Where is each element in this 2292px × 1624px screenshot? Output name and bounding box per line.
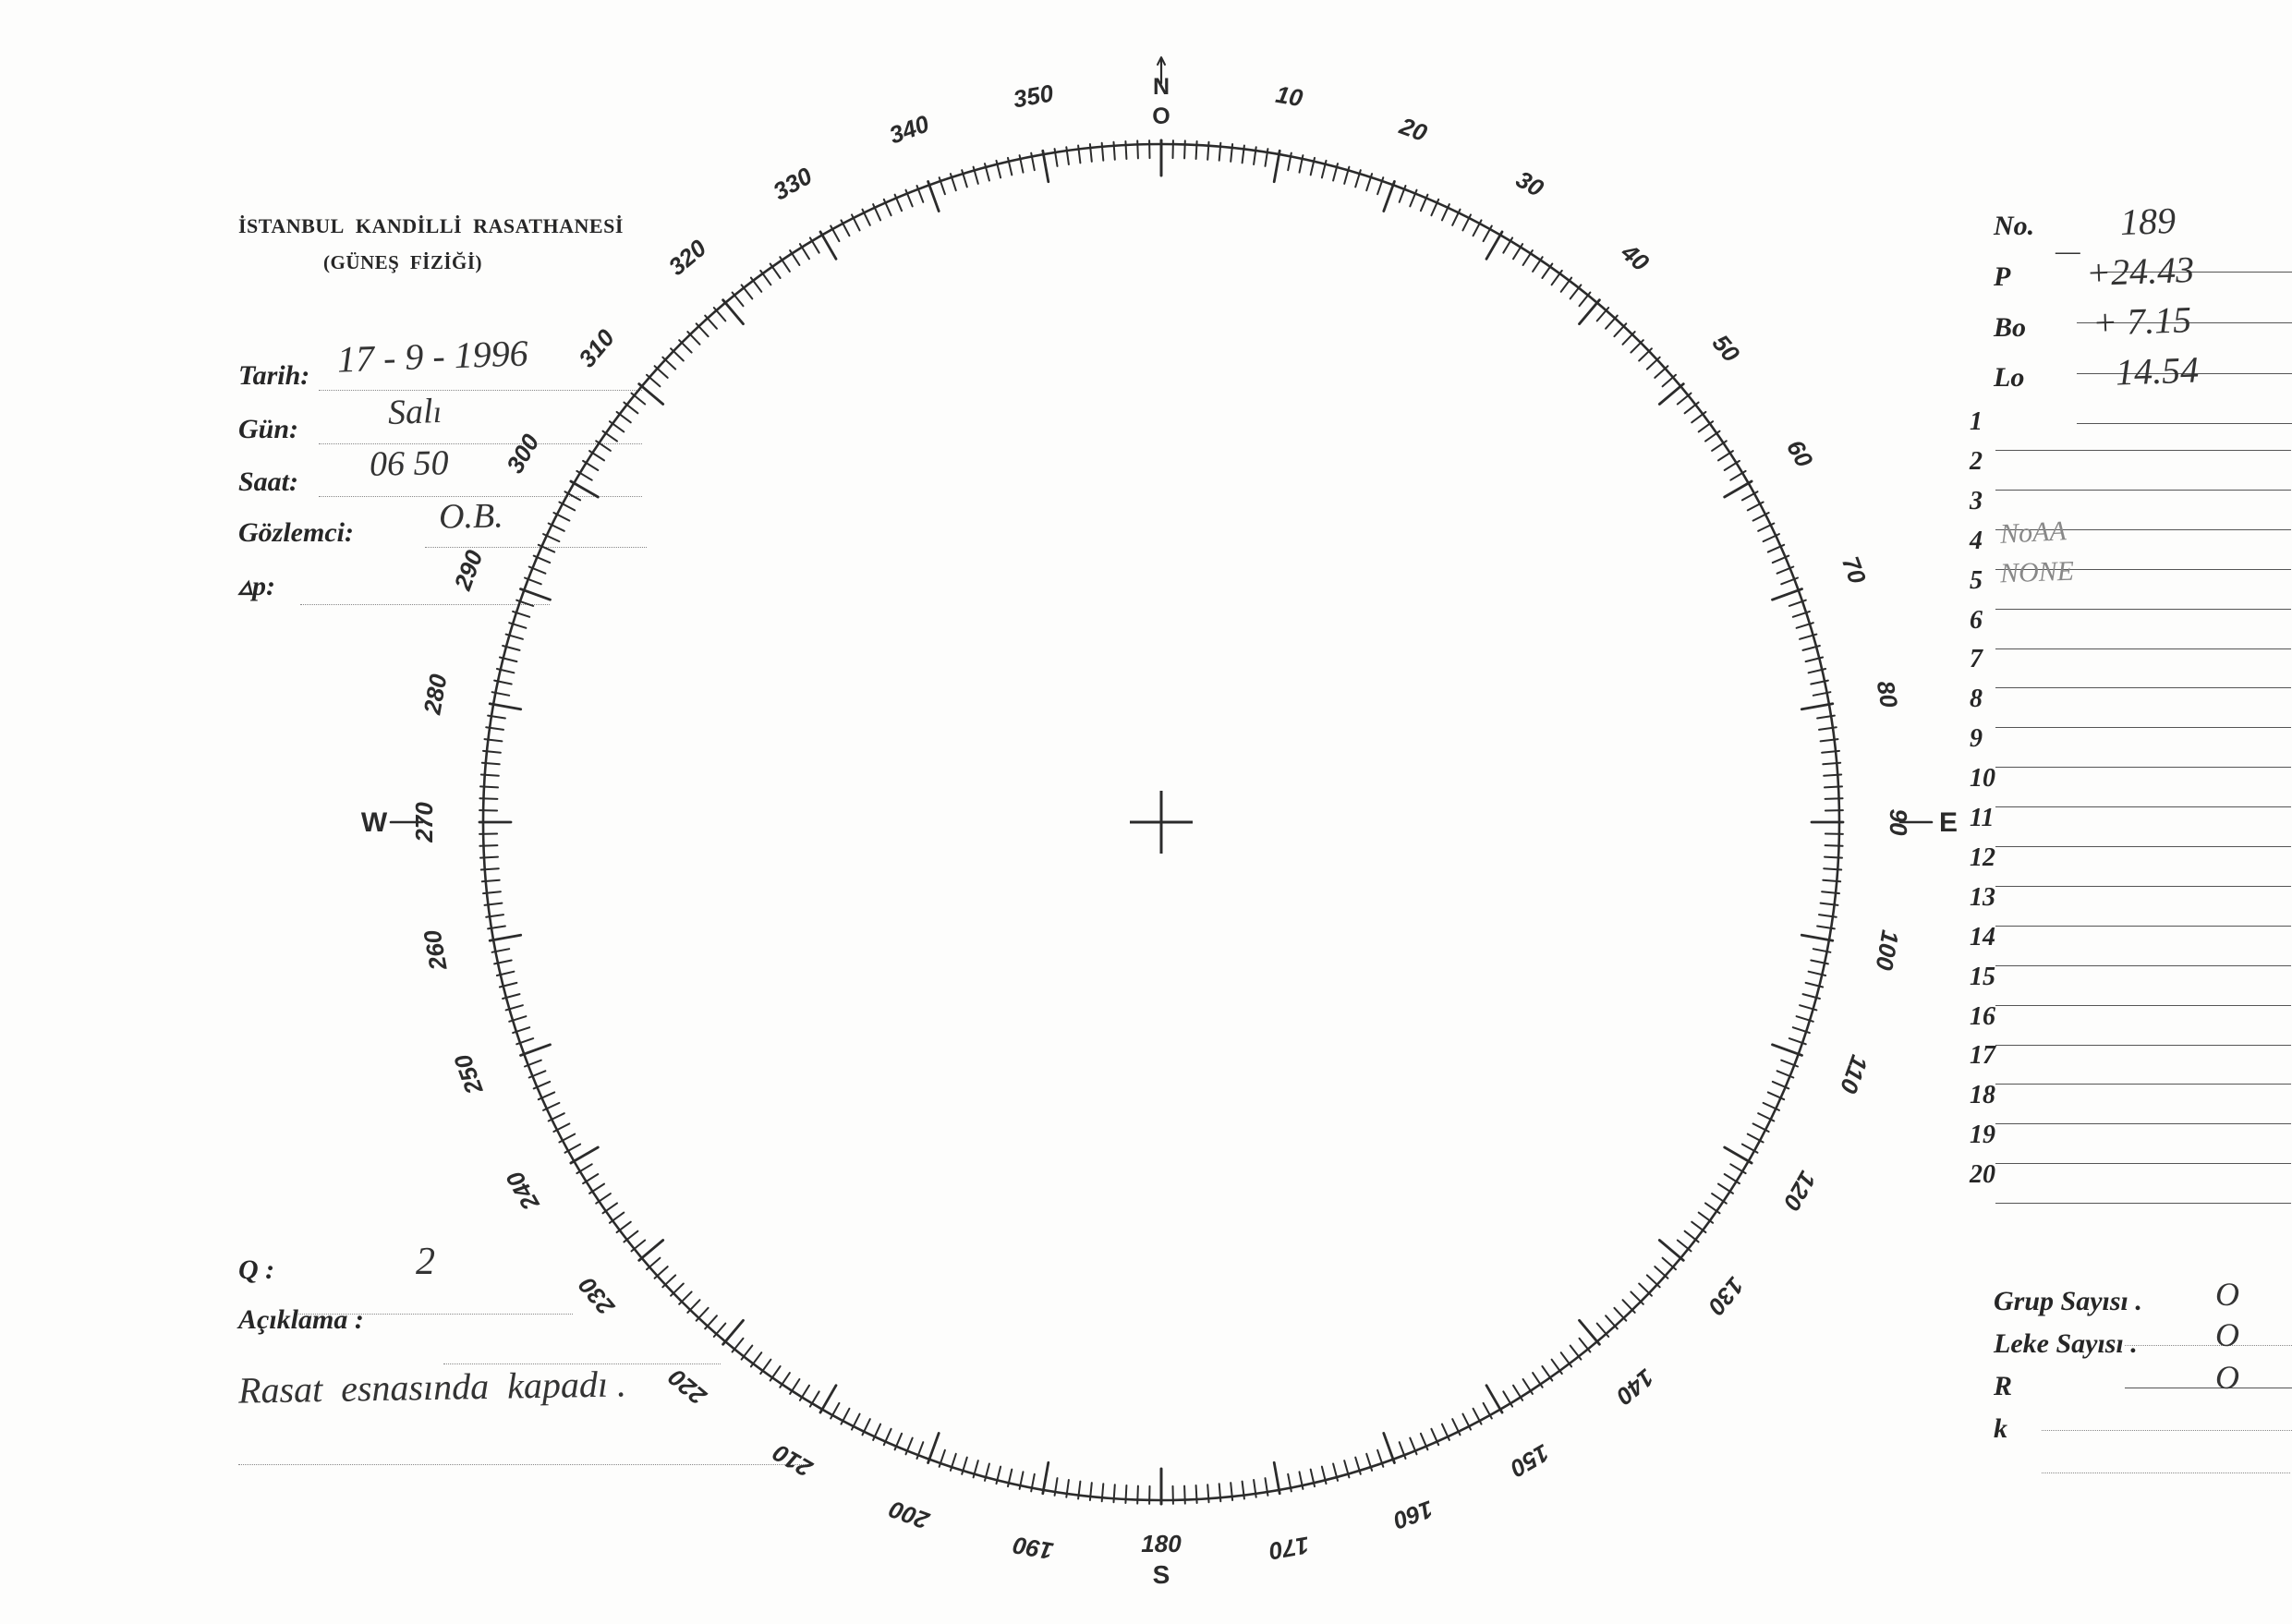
svg-text:100: 100 [1870, 928, 1904, 973]
svg-text:140: 140 [1610, 1363, 1659, 1411]
svg-text:70: 70 [1837, 552, 1872, 588]
svg-text:60: 60 [1781, 435, 1819, 473]
svg-text:280: 280 [418, 672, 452, 717]
svg-text:10: 10 [1274, 80, 1305, 113]
svg-text:110: 110 [1835, 1051, 1874, 1097]
svg-text:180: 180 [1141, 1530, 1182, 1557]
svg-text:320: 320 [663, 234, 712, 281]
svg-text:300: 300 [501, 429, 545, 478]
svg-text:160: 160 [1389, 1495, 1437, 1534]
svg-text:250: 250 [448, 1050, 489, 1098]
svg-text:310: 310 [573, 323, 620, 372]
svg-text:120: 120 [1777, 1167, 1822, 1216]
svg-text:210: 210 [768, 1438, 818, 1483]
svg-text:150: 150 [1505, 1438, 1554, 1483]
svg-text:260: 260 [418, 927, 452, 973]
svg-text:190: 190 [1011, 1531, 1055, 1565]
svg-text:220: 220 [662, 1363, 712, 1412]
svg-text:330: 330 [769, 162, 818, 206]
svg-text:80: 80 [1872, 679, 1904, 710]
svg-text:E: E [1939, 807, 1958, 838]
svg-text:170: 170 [1267, 1531, 1311, 1565]
svg-text:130: 130 [1703, 1272, 1750, 1321]
svg-text:240: 240 [501, 1166, 545, 1216]
svg-text:340: 340 [886, 109, 934, 149]
svg-text:O: O [1152, 103, 1170, 129]
svg-text:30: 30 [1511, 165, 1549, 203]
svg-text:200: 200 [885, 1495, 933, 1535]
svg-text:230: 230 [573, 1271, 621, 1321]
svg-text:50: 50 [1707, 329, 1746, 368]
svg-text:290: 290 [448, 546, 489, 594]
svg-text:350: 350 [1011, 79, 1055, 113]
svg-text:40: 40 [1616, 237, 1655, 277]
svg-text:S: S [1153, 1560, 1170, 1589]
svg-text:20: 20 [1395, 112, 1431, 148]
svg-text:W: W [361, 807, 388, 838]
